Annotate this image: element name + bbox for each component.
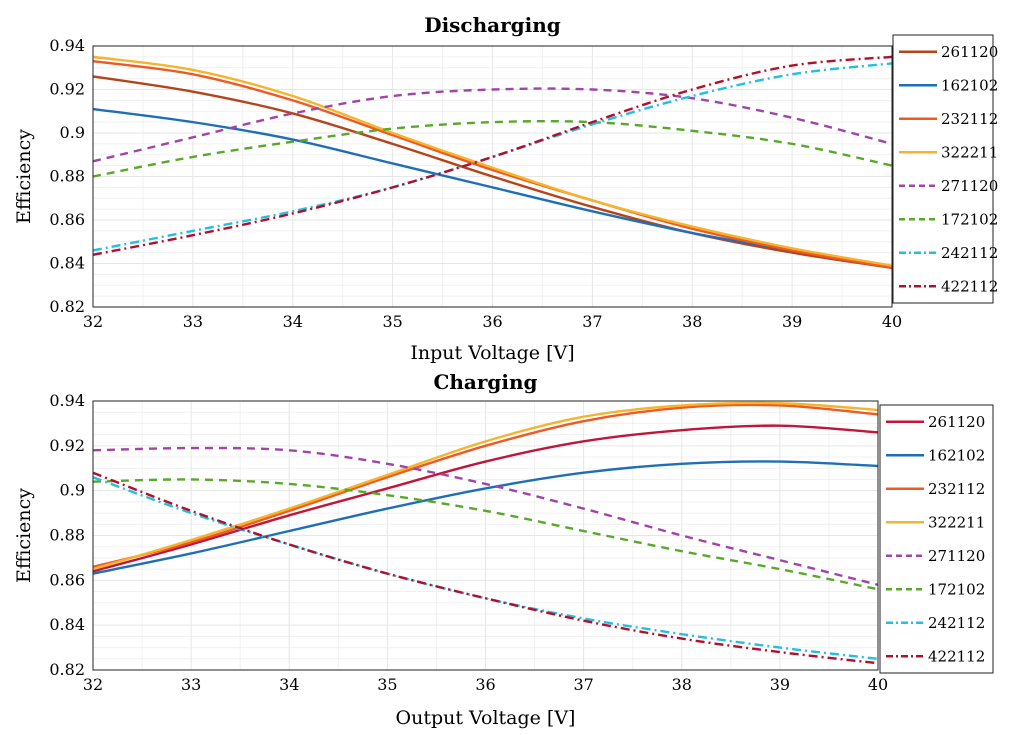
plot-frame [92,400,879,671]
y-tick-label: 0.84 [49,615,85,634]
discharging-chart: 32 33 34 35 36 37 38 39 40 0.82 0.84 0.86 0.88 0.9 0.9… [13,13,998,364]
legend-label-172102: 172102 [928,580,985,598]
plot-frame [92,45,893,308]
y-tick-label: 0.82 [49,297,85,316]
y-tick-label: 0.9 [60,123,85,142]
legend-label-242112: 242112 [941,244,998,262]
x-tick-label: 39 [782,312,802,331]
legend-label-232112: 232112 [941,110,998,128]
legend-label-271120: 271120 [928,547,985,565]
legend-label-162102: 162102 [941,76,998,94]
x-tick-label: 35 [377,675,397,694]
x-tick-label: 37 [573,675,593,694]
series-line-232112 [92,403,879,569]
x-tick-label: 38 [672,675,692,694]
x-tick-label: 33 [183,312,203,331]
y-tick-label: 0.86 [49,210,85,229]
series-line-261120 [92,75,893,270]
series-line-172102 [92,119,893,178]
legend-label-271120: 271120 [941,177,998,195]
y-tick-label: 0.84 [49,254,85,273]
chart-title: Charging [433,370,537,394]
series-line-261120 [92,424,879,573]
legend-box [879,404,994,674]
x-tick-label: 40 [882,312,902,331]
y-tick-label: 0.94 [49,36,85,55]
y-tick-label: 0.92 [49,436,85,455]
x-tick-label: 35 [382,312,402,331]
legend-label-261120: 261120 [928,413,985,431]
y-tick-label: 0.88 [49,526,85,545]
x-tick-label: 38 [682,312,702,331]
series-line-271120 [92,87,893,163]
x-tick-label: 36 [475,675,495,694]
series-line-322211 [92,401,879,571]
y-tick-label: 0.88 [49,167,85,186]
charging-chart: 32 33 34 35 36 37 38 39 40 0.82 0.84 0.86 0.88 0.9 0.9… [13,370,994,729]
y-tick-label: 0.94 [49,391,85,410]
legend-label-232112: 232112 [928,480,985,498]
y-tick-label: 0.92 [49,80,85,99]
legend-label-242112: 242112 [928,614,985,632]
series-line-172102 [92,478,879,591]
series-line-162102 [92,460,879,575]
x-tick-label: 33 [181,675,201,694]
y-tick-label: 0.86 [49,570,85,589]
x-tick-label: 37 [582,312,602,331]
x-tick-label: 34 [279,675,299,694]
x-tick-label: 39 [770,675,790,694]
chart-title: Discharging [424,13,561,37]
series-line-242112 [92,62,893,252]
y-tick-label: 0.82 [49,660,85,679]
legend-label-261120: 261120 [941,43,998,61]
legend-label-422112: 422112 [941,277,998,295]
x-axis-label: Output Voltage [V] [396,707,576,729]
x-tick-label: 40 [868,675,888,694]
x-tick-label: 32 [83,312,103,331]
y-axis-label: Efficiency [13,488,35,583]
y-tick-label: 0.9 [60,481,85,500]
series-line-232112 [92,60,893,270]
series-line-422112 [92,471,879,665]
legend-box [892,34,994,304]
legend-label-162102: 162102 [928,446,985,464]
legend-label-322211: 322211 [928,513,985,531]
series-line-322211 [92,55,893,267]
legend-label-322211: 322211 [941,143,998,161]
y-axis-label: Efficiency [13,129,35,224]
x-tick-label: 32 [83,675,103,694]
legend-label-172102: 172102 [941,210,998,228]
series-line-271120 [92,446,879,586]
x-tick-label: 36 [482,312,502,331]
legend-label-422112: 422112 [928,647,985,665]
x-tick-label: 34 [283,312,303,331]
x-axis-label: Input Voltage [V] [410,342,574,364]
